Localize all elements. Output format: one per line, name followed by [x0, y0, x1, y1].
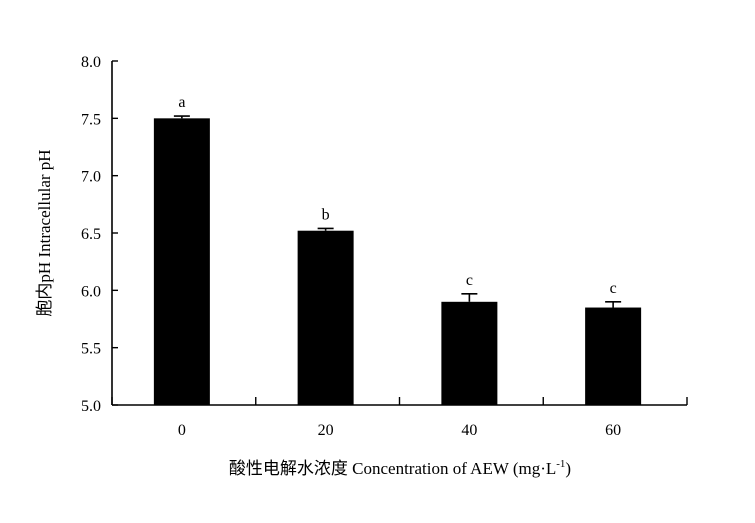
bar [441, 301, 498, 405]
significance-letter: b [322, 206, 330, 223]
y-tick-label: 5.0 [81, 398, 101, 415]
x-tick-label: 0 [178, 422, 186, 439]
x-axis-label-superscript: -1 [556, 458, 565, 470]
x-axis-label: 酸性电解水浓度 Concentration of AEW (mg·L-1) [229, 458, 571, 478]
x-axis-label-tail: ) [565, 459, 571, 478]
y-tick-label: 8.0 [81, 54, 101, 71]
bar [297, 230, 354, 405]
x-tick-label: 40 [461, 422, 477, 439]
significance-letter: c [610, 280, 617, 297]
y-tick-label: 7.5 [81, 111, 101, 128]
y-axis-label: 胞内pH Intracellular pH [35, 149, 54, 316]
bar [153, 118, 210, 405]
chart-marks: 5.0 5.5 6.0 6.5 7.0 7.5 8.0 0 20 40 60 a b c c [81, 54, 688, 439]
y-tick-label: 5.5 [81, 341, 101, 358]
bar [585, 307, 642, 405]
y-tick-label: 6.0 [81, 283, 101, 300]
y-tick-label: 7.0 [81, 169, 101, 186]
x-tick-label: 20 [318, 422, 334, 439]
significance-letter: c [466, 272, 473, 289]
x-tick-label: 60 [605, 422, 621, 439]
x-axis-label-main: 酸性电解水浓度 Concentration of AEW (mg·L [229, 459, 556, 478]
y-tick-label: 6.5 [81, 226, 101, 243]
significance-letter: a [178, 94, 185, 111]
